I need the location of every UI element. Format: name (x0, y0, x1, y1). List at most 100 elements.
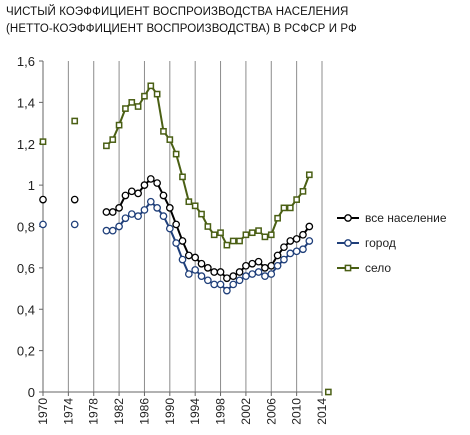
data-point (102, 208, 111, 216)
data-point (140, 206, 149, 214)
legend: все население город село (337, 211, 447, 275)
data-point (255, 227, 262, 234)
data-point (140, 181, 149, 189)
data-point (172, 220, 181, 229)
data-point (267, 270, 276, 278)
y-tick-label: 1 (28, 178, 35, 193)
legend-item-0: все население (337, 211, 447, 225)
data-point (242, 231, 250, 239)
data-point (286, 237, 295, 245)
data-point (324, 388, 332, 396)
data-point (280, 255, 288, 264)
x-tick-label: 1982 (112, 398, 126, 425)
data-point (166, 136, 174, 143)
data-point (141, 92, 148, 100)
data-point (223, 241, 231, 249)
data-point (146, 175, 155, 183)
x-tick-label: 1994 (188, 398, 202, 425)
y-tick-label: 1,4 (17, 95, 35, 110)
legend-label: город (365, 236, 396, 250)
axes (42, 61, 322, 393)
data-point (248, 229, 256, 237)
data-point (293, 196, 300, 203)
data-point (108, 208, 117, 216)
data-point (108, 226, 117, 235)
data-point (134, 103, 142, 110)
data-point (261, 264, 269, 272)
data-point (39, 220, 47, 229)
data-point (134, 212, 142, 221)
data-point (178, 255, 187, 264)
data-point (344, 264, 352, 272)
data-point (204, 264, 212, 272)
data-point (178, 237, 187, 245)
y-tick-label: 1,2 (17, 137, 35, 152)
data-point (267, 231, 275, 239)
x-tick-label: 1974 (61, 398, 75, 425)
data-point (191, 202, 199, 210)
data-point (305, 222, 314, 231)
data-point (216, 280, 225, 289)
data-point (165, 224, 174, 233)
data-point (210, 231, 218, 239)
data-point (216, 268, 225, 276)
data-point (261, 233, 269, 241)
data-point (160, 127, 167, 135)
data-point (172, 150, 180, 158)
legend-item-1: город (337, 236, 396, 250)
data-point (305, 237, 314, 245)
legend-label: село (365, 261, 391, 275)
chart-title-line-2: (НЕТТО-КОЭФФИЦИЕНТ ВОСПРОИЗВОДСТВА) В РС… (6, 23, 357, 35)
data-point (70, 220, 79, 229)
data-point (102, 226, 111, 235)
data-point (223, 286, 231, 295)
x-tick-label: 2006 (264, 398, 278, 425)
data-point (115, 121, 123, 129)
data-point (153, 90, 161, 98)
x-tick-label: 1970 (36, 398, 50, 425)
x-tick-label: 1986 (137, 398, 151, 425)
data-point (204, 223, 212, 230)
data-point (204, 276, 212, 285)
data-point (198, 210, 205, 218)
data-point (153, 179, 161, 187)
data-point (184, 251, 193, 260)
x-tick-label: 1990 (163, 398, 177, 425)
series-2 (39, 82, 332, 396)
data-point (344, 239, 352, 247)
legend-item-2: село (337, 261, 391, 275)
x-tick-label: 2002 (239, 398, 253, 425)
x-tick-label: 1978 (87, 398, 101, 425)
data-point (286, 249, 295, 258)
data-point (210, 268, 219, 276)
data-point (236, 237, 243, 245)
series-group (39, 82, 332, 396)
y-tick-label: 0,8 (17, 220, 35, 235)
data-point (191, 253, 200, 262)
series-1 (39, 197, 314, 295)
chart-title: ЧИСТЫЙ КОЭФФИЦИЕНТ ВОСПРОИЗВОДСТВА НАСЕЛ… (6, 4, 466, 38)
data-point (299, 187, 307, 195)
data-point (248, 259, 257, 268)
y-tick-label: 0,2 (17, 344, 35, 359)
x-tick-label: 2014 (315, 398, 329, 425)
data-point (159, 212, 168, 221)
data-point (127, 210, 136, 218)
data-point (229, 237, 237, 245)
grid-lines (67, 61, 323, 392)
data-point (242, 261, 250, 270)
data-point (184, 270, 193, 278)
data-point (191, 266, 200, 274)
data-point (146, 197, 155, 206)
x-tick-label: 1998 (214, 398, 228, 425)
data-point (254, 257, 263, 266)
data-point (235, 268, 244, 276)
data-point (197, 272, 206, 280)
data-point (210, 280, 219, 289)
data-point (280, 243, 288, 252)
data-point (229, 280, 238, 289)
data-point (71, 117, 79, 125)
data-point (39, 195, 47, 204)
data-point (134, 189, 142, 198)
data-point (165, 204, 174, 212)
